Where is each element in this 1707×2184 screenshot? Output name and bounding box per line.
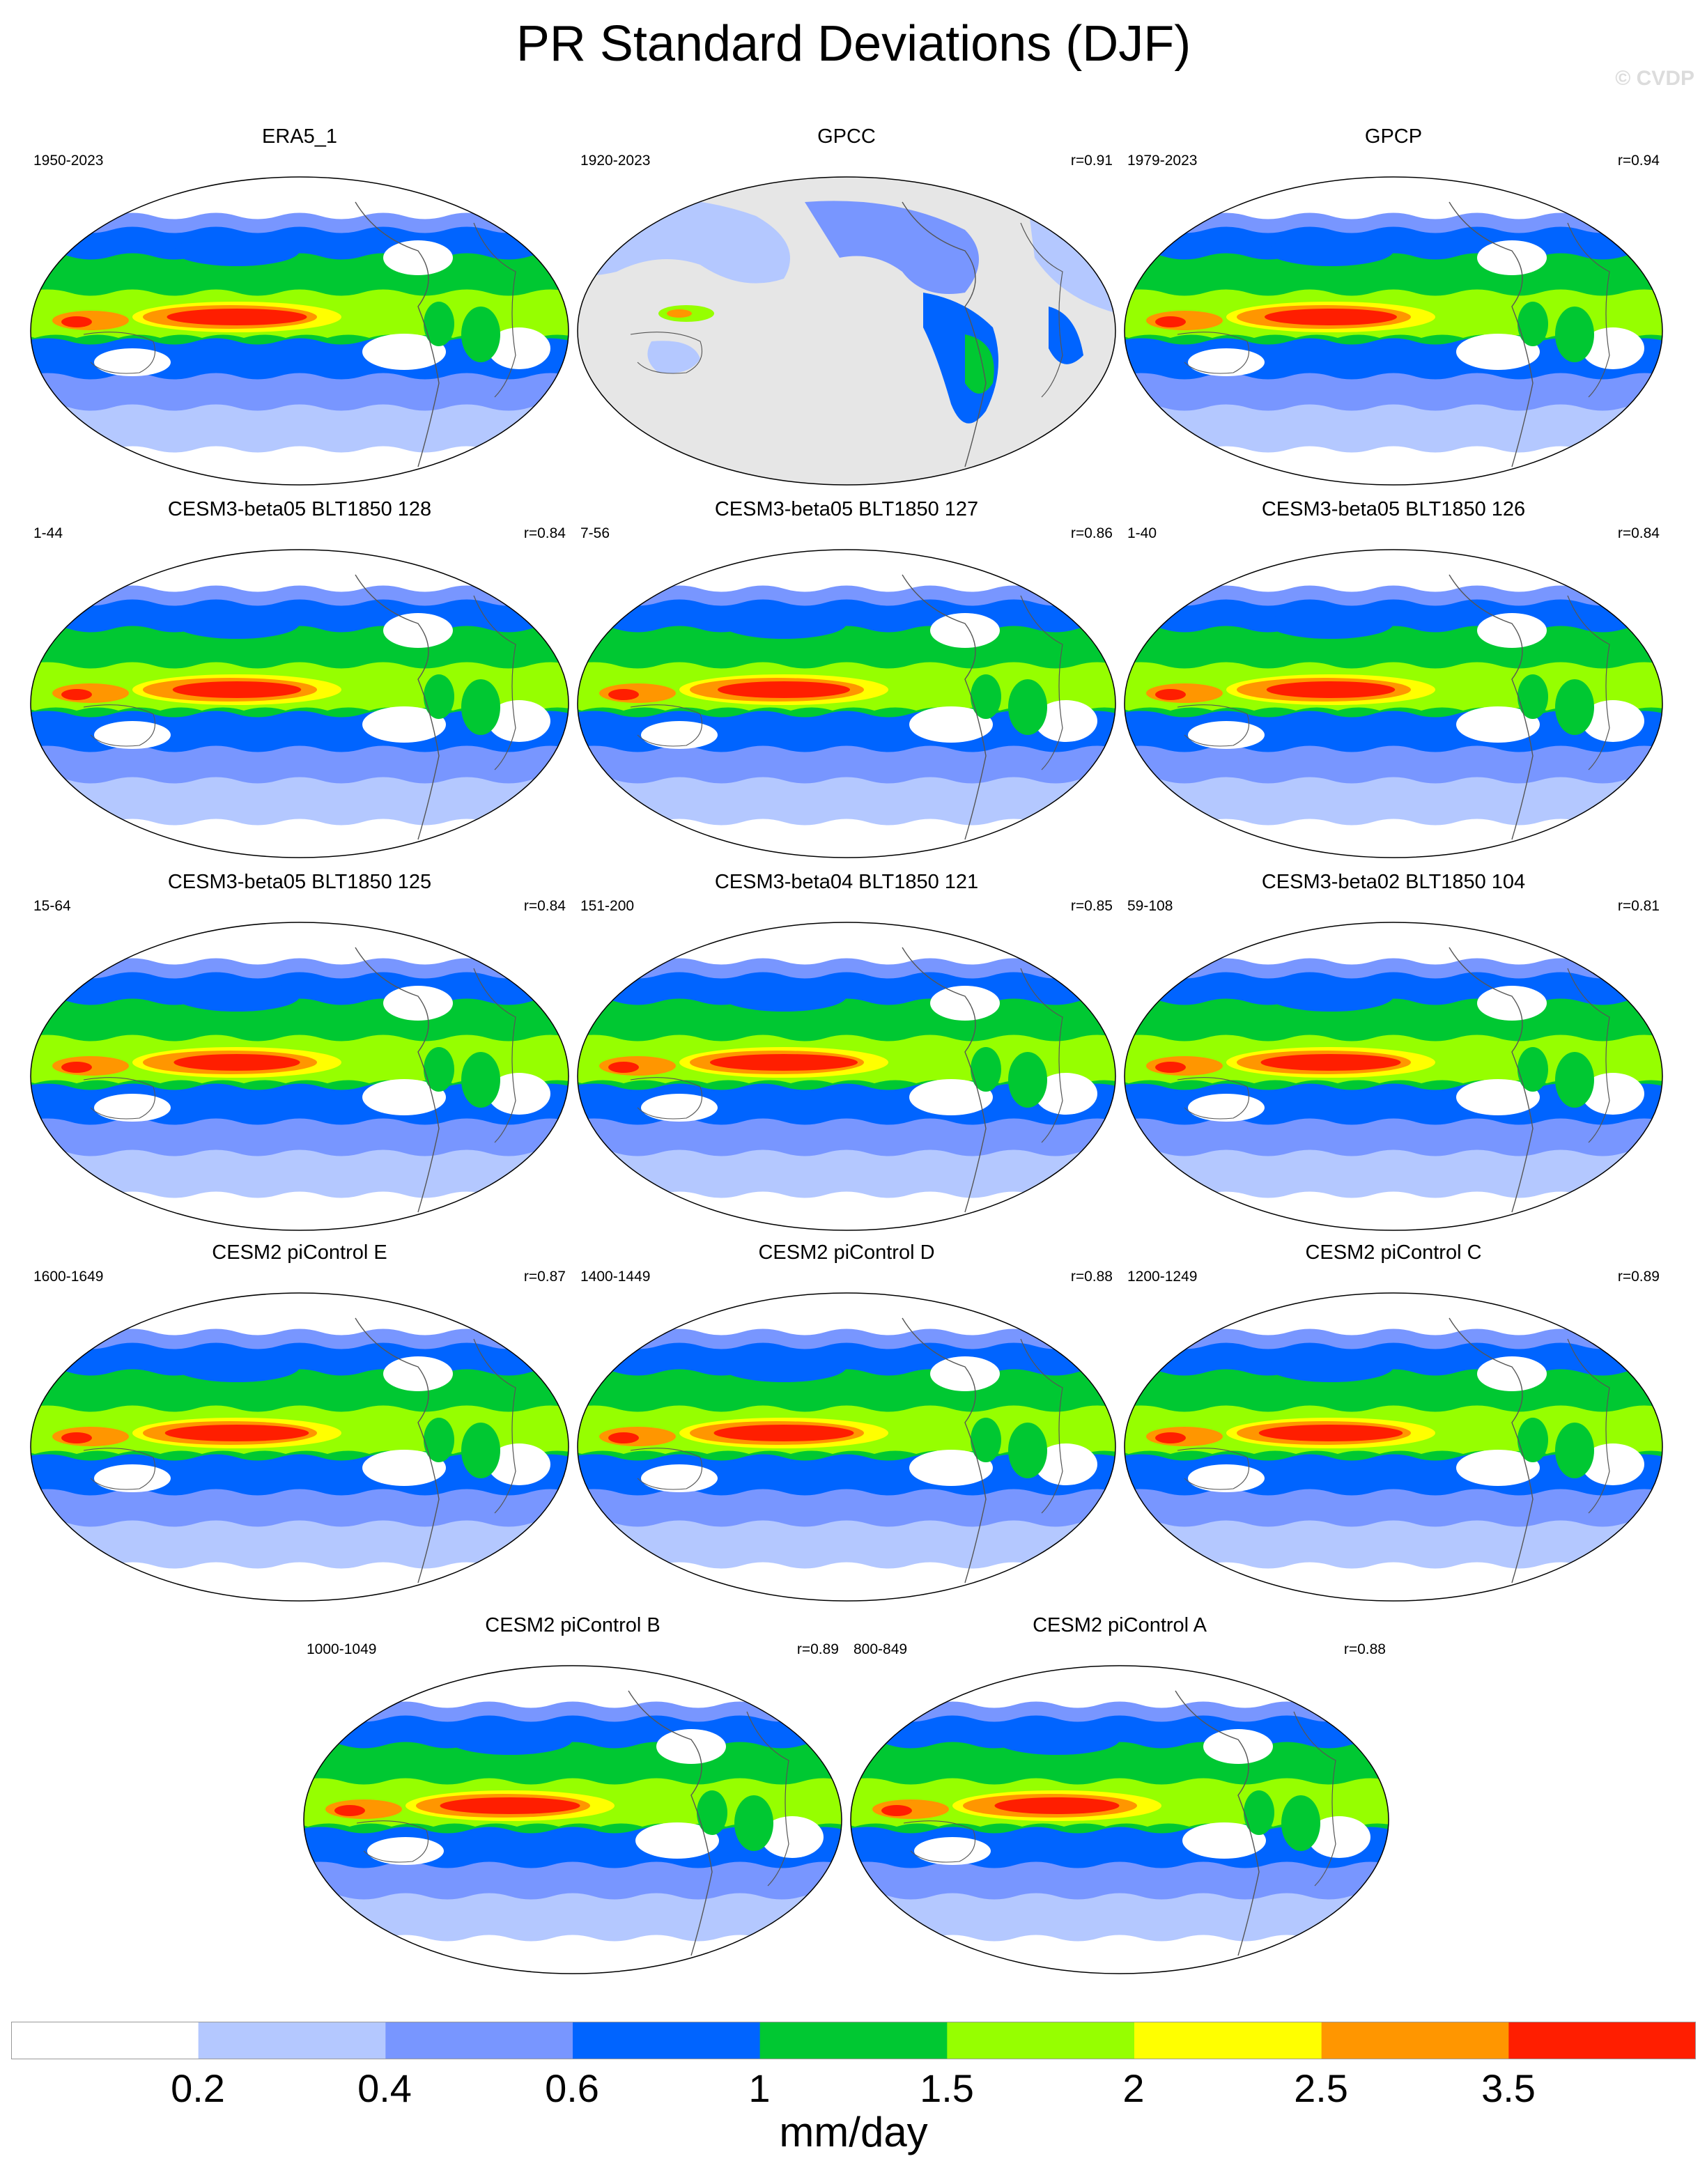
map-svg [1124, 176, 1663, 486]
panel-title: CESM3-beta05 BLT1850 128 [167, 498, 432, 520]
colorbar-tick: 1 [748, 2066, 771, 2110]
panel-title: CESM2 piControl A [1033, 1614, 1207, 1636]
map-svg [303, 1665, 842, 1974]
panel-correlation: r=0.94 [1617, 153, 1660, 169]
map-svg [577, 176, 1116, 486]
panel-years: 59-108 [1127, 898, 1173, 914]
map-panel: CESM3-beta02 BLT1850 104 59-108 r=0.81 [1122, 871, 1665, 1233]
colorbar-tick: 2 [1122, 2066, 1145, 2110]
panel-years: 7-56 [580, 525, 610, 541]
watermark: © CVDP [1615, 67, 1694, 90]
panel-correlation: r=0.84 [523, 898, 566, 914]
panel-years: 1979-2023 [1127, 153, 1198, 169]
panel-title: CESM2 piControl B [485, 1614, 661, 1636]
colorbar-unit: mm/day [779, 2109, 928, 2155]
panel-years: 1-44 [33, 525, 63, 541]
colorbar-box [198, 2022, 386, 2059]
map-panel: GPCP 1979-2023 r=0.94 [1122, 125, 1665, 488]
colorbar-tick: 1.5 [920, 2066, 974, 2110]
panel-correlation: r=0.88 [1070, 1269, 1113, 1285]
map-panel: CESM2 piControl C 1200-1249 r=0.89 [1122, 1241, 1665, 1604]
map-svg [30, 922, 569, 1231]
colorbar-box [385, 2022, 573, 2059]
map-svg [30, 176, 569, 486]
panel-title: GPCP [1364, 125, 1423, 148]
panel-years: 151-200 [580, 898, 635, 914]
map-svg [577, 549, 1116, 858]
colorbar [11, 2022, 1696, 2059]
map-panel: CESM3-beta04 BLT1850 121 151-200 r=0.85 [575, 871, 1118, 1233]
map-panel: ERA5_1 1950-2023 [28, 125, 571, 488]
colorbar-box [1134, 2022, 1322, 2059]
map-svg [577, 1292, 1116, 1602]
colorbar-box [1508, 2022, 1696, 2059]
panel-years: 15-64 [33, 898, 71, 914]
colorbar-box [1321, 2022, 1509, 2059]
map-svg [577, 922, 1116, 1231]
panel-title: GPCC [817, 125, 876, 148]
map-panel: CESM3-beta05 BLT1850 128 1-44 r=0.84 [28, 498, 571, 860]
map-svg [30, 549, 569, 858]
panel-title: CESM2 piControl D [758, 1241, 935, 1264]
panel-years: 1-40 [1127, 525, 1157, 541]
panel-correlation: r=0.84 [1617, 525, 1660, 541]
panel-correlation: r=0.86 [1070, 525, 1113, 541]
colorbar-box [947, 2022, 1135, 2059]
panel-title: CESM3-beta05 BLT1850 125 [167, 871, 432, 893]
map-panel: CESM3-beta05 BLT1850 127 7-56 r=0.86 [575, 498, 1118, 860]
panel-correlation: r=0.89 [796, 1641, 839, 1657]
map-panel: CESM2 piControl A 800-849 r=0.88 [848, 1614, 1391, 1976]
map-panel: CESM2 piControl D 1400-1449 r=0.88 [575, 1241, 1118, 1604]
map-svg [850, 1665, 1389, 1974]
panel-title: CESM2 piControl C [1305, 1241, 1482, 1264]
panel-correlation: r=0.91 [1070, 153, 1113, 169]
panel-title: ERA5_1 [261, 125, 337, 148]
colorbar-tick: 0.4 [357, 2066, 412, 2110]
panel-years: 1950-2023 [33, 153, 104, 169]
panel-correlation: r=0.89 [1617, 1269, 1660, 1285]
colorbar-tick: 3.5 [1481, 2066, 1536, 2110]
panel-title: CESM3-beta05 BLT1850 127 [714, 498, 979, 520]
panel-years: 1200-1249 [1127, 1269, 1198, 1285]
colorbar-box [759, 2022, 948, 2059]
panel-years: 1400-1449 [580, 1269, 651, 1285]
map-svg [30, 1292, 569, 1602]
panel-title: CESM3-beta05 BLT1850 126 [1261, 498, 1526, 520]
map-svg [1124, 549, 1663, 858]
panel-correlation: r=0.88 [1343, 1641, 1386, 1657]
panel-years: 1600-1649 [33, 1269, 104, 1285]
map-panel: GPCC 1920-2023 r=0.91 [575, 125, 1118, 488]
colorbar-box [11, 2022, 199, 2059]
panel-correlation: r=0.87 [523, 1269, 566, 1285]
map-panel: CESM3-beta05 BLT1850 125 15-64 r=0.84 [28, 871, 571, 1233]
map-panel: CESM2 piControl E 1600-1649 r=0.87 [28, 1241, 571, 1604]
colorbar-box [573, 2022, 761, 2059]
main-title: PR Standard Deviations (DJF) [516, 16, 1191, 72]
panel-years: 1920-2023 [580, 153, 651, 169]
panel-title: CESM2 piControl E [212, 1241, 387, 1264]
panel-title: CESM3-beta04 BLT1850 121 [714, 871, 979, 893]
map-panel: CESM2 piControl B 1000-1049 r=0.89 [301, 1614, 844, 1976]
colorbar-tick: 0.6 [545, 2066, 599, 2110]
panel-correlation: r=0.84 [523, 525, 566, 541]
panel-title: CESM3-beta02 BLT1850 104 [1261, 871, 1526, 893]
panel-years: 1000-1049 [307, 1641, 377, 1657]
map-svg [1124, 1292, 1663, 1602]
map-panel: CESM3-beta05 BLT1850 126 1-40 r=0.84 [1122, 498, 1665, 860]
panel-correlation: r=0.85 [1070, 898, 1113, 914]
map-svg [1124, 922, 1663, 1231]
panel-years: 800-849 [854, 1641, 908, 1657]
colorbar-tick: 2.5 [1294, 2066, 1348, 2110]
colorbar-tick: 0.2 [171, 2066, 225, 2110]
panel-correlation: r=0.81 [1617, 898, 1660, 914]
